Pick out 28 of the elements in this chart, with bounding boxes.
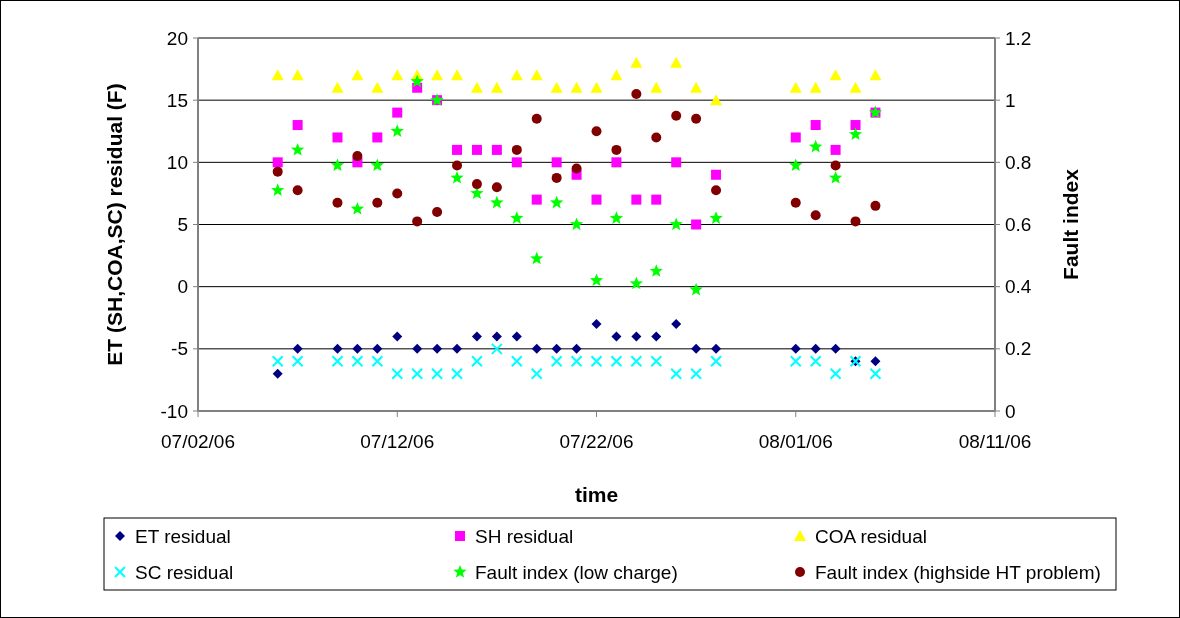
y2-tick-label: 0.8 [1005,151,1032,173]
legend-label: COA residual [815,525,927,547]
y-tick-label: 10 [166,151,188,173]
y-axis-title: ET (SH,COA,SC) residual (F) [103,83,126,366]
y-tick-label: 5 [177,214,188,236]
legend-label: SC residual [135,561,234,583]
legend-label: Fault index (low charge) [475,561,678,583]
y-tick-label: 15 [166,89,188,111]
y2-tick-label: 1 [1005,89,1016,111]
y-tick-label: -5 [171,338,188,360]
x-tick-label: 07/02/06 [161,431,235,452]
y2-tick-label: 0.4 [1005,276,1032,298]
y-tick-label: 0 [177,276,188,298]
y2-tick-label: 0.2 [1005,338,1032,360]
x-axis-title: time [574,483,619,506]
y2-tick-label: 0 [1005,400,1016,422]
y2-tick-label: 1.2 [1005,27,1032,49]
x-tick-label: 08/01/06 [758,431,833,452]
legend-label: Fault index (highside HT problem) [815,561,1101,583]
y2-tick-label: 0.6 [1005,214,1032,236]
x-tick-label: 08/11/06 [958,431,1032,452]
legend-label: ET residual [135,525,231,547]
x-tick-label: 07/22/06 [559,431,634,452]
legend-label: SH residual [475,525,574,547]
y-tick-label: 20 [166,27,188,49]
x-tick-label: 07/12/06 [360,431,435,452]
y-tick-label: -10 [160,400,188,422]
y2-axis-title: Fault index [1059,168,1082,280]
